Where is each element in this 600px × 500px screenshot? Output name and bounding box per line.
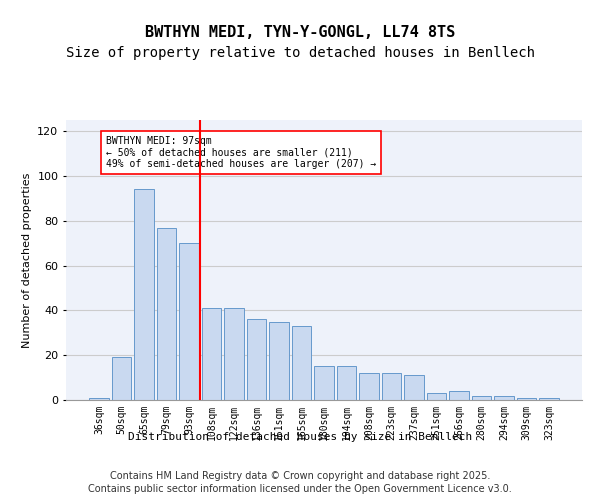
Text: BWTHYN MEDI: 97sqm
← 50% of detached houses are smaller (211)
49% of semi-detach: BWTHYN MEDI: 97sqm ← 50% of detached hou… xyxy=(106,136,376,169)
Bar xyxy=(269,322,289,400)
Bar xyxy=(359,373,379,400)
Bar xyxy=(427,394,446,400)
Bar xyxy=(494,396,514,400)
Text: Distribution of detached houses by size in Benllech: Distribution of detached houses by size … xyxy=(128,432,472,442)
Bar xyxy=(292,326,311,400)
Bar xyxy=(517,398,536,400)
Bar xyxy=(157,228,176,400)
Bar xyxy=(449,391,469,400)
Bar xyxy=(202,308,221,400)
Text: Size of property relative to detached houses in Benllech: Size of property relative to detached ho… xyxy=(65,46,535,60)
Bar xyxy=(404,376,424,400)
Bar xyxy=(112,358,131,400)
Bar xyxy=(314,366,334,400)
Bar xyxy=(247,320,266,400)
Bar xyxy=(539,398,559,400)
Y-axis label: Number of detached properties: Number of detached properties xyxy=(22,172,32,348)
Bar xyxy=(134,190,154,400)
Text: BWTHYN MEDI, TYN-Y-GONGL, LL74 8TS: BWTHYN MEDI, TYN-Y-GONGL, LL74 8TS xyxy=(145,25,455,40)
Bar xyxy=(89,398,109,400)
Bar xyxy=(224,308,244,400)
Bar xyxy=(337,366,356,400)
Text: Contains public sector information licensed under the Open Government Licence v3: Contains public sector information licen… xyxy=(88,484,512,494)
Bar xyxy=(179,243,199,400)
Bar xyxy=(472,396,491,400)
Text: Contains HM Land Registry data © Crown copyright and database right 2025.: Contains HM Land Registry data © Crown c… xyxy=(110,471,490,481)
Bar xyxy=(382,373,401,400)
